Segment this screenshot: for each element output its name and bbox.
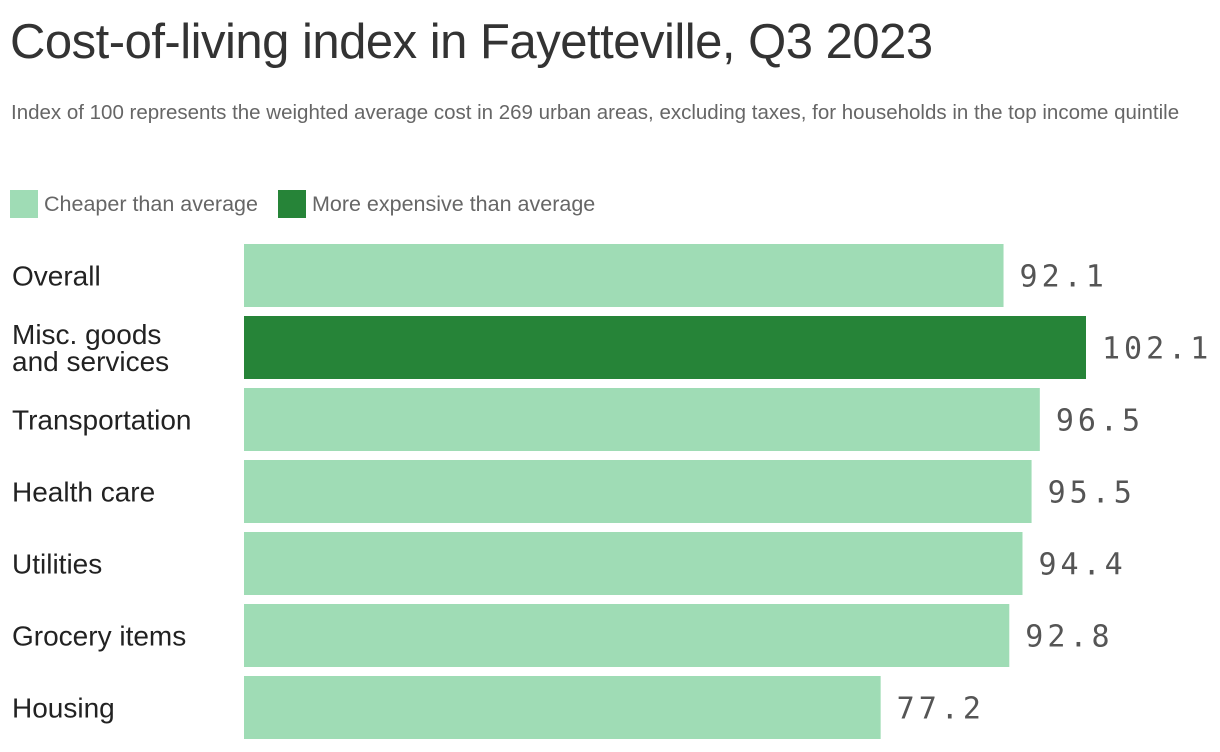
value-label: 92.8 (1025, 620, 1113, 655)
legend-item-cheaper: Cheaper than average (10, 190, 258, 218)
value-label: 77.2 (897, 692, 985, 727)
value-label: 92.1 (1020, 260, 1108, 295)
category-label-line: Grocery items (12, 621, 186, 652)
chart-title: Cost-of-living index in Fayetteville, Q3… (10, 15, 933, 69)
category-label-line: Overall (12, 261, 101, 292)
chart-subtitle: Index of 100 represents the weighted ave… (11, 101, 1180, 124)
category-label: Grocery items (12, 621, 186, 652)
category-label-line: Utilities (12, 549, 102, 580)
bar (244, 604, 1010, 667)
category-label-line: Misc. goods (12, 319, 161, 350)
category-label: Misc. goods and services (12, 319, 169, 377)
bar (244, 460, 1032, 523)
legend-label-cheaper: Cheaper than average (44, 191, 258, 216)
legend-swatch-expensive (277, 190, 306, 218)
bar (244, 244, 1004, 307)
value-label: 95.5 (1048, 476, 1136, 511)
category-label: Transportation (12, 405, 192, 436)
value-label: 102.1 (1102, 332, 1212, 367)
category-label: Health care (12, 477, 155, 508)
category-label: Overall (12, 261, 101, 292)
category-label-line: Housing (12, 693, 115, 724)
legend-item-expensive: More expensive than average (277, 190, 596, 218)
legend-label-expensive: More expensive than average (311, 191, 596, 216)
category-label-line: Transportation (12, 405, 192, 436)
legend: Cheaper than average More expensive than… (10, 190, 615, 218)
bar-chart: 92.1 Overall 102.1 Misc. goods and services 9… (12, 244, 1212, 739)
value-label: 96.5 (1056, 404, 1144, 439)
bar (244, 532, 1023, 595)
category-label: Utilities (12, 549, 102, 580)
bar (244, 676, 881, 739)
bar (244, 388, 1040, 451)
category-label: Housing (12, 693, 115, 724)
category-label-line: and services (12, 346, 169, 377)
value-label: 94.4 (1038, 548, 1126, 583)
legend-swatch-cheaper (10, 190, 38, 218)
category-label-line: Health care (12, 477, 155, 508)
bar (244, 316, 1086, 379)
